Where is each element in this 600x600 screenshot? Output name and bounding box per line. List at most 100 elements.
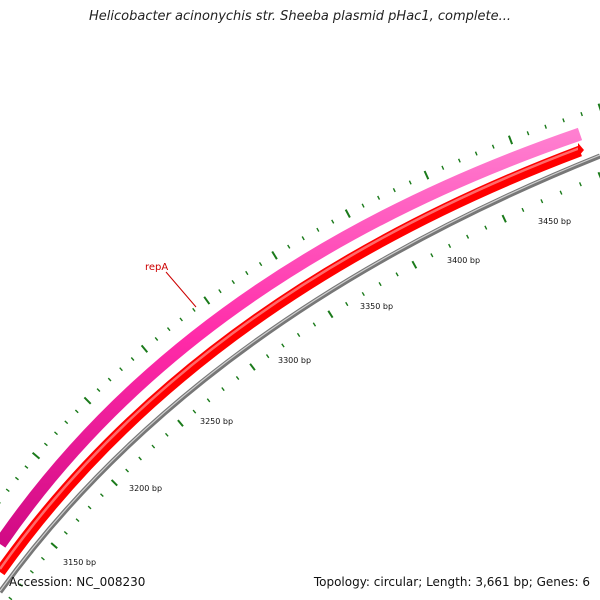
accession-label: Accession: NC_008230 — [9, 575, 146, 589]
major-tick — [327, 310, 334, 319]
minor-tick — [441, 165, 445, 170]
minor-tick — [287, 244, 291, 249]
minor-tick — [540, 199, 544, 204]
bp-label: 3200 bp — [129, 484, 162, 493]
major-tick — [249, 363, 256, 371]
minor-tick — [562, 118, 565, 123]
major-tick — [140, 344, 149, 353]
bp-label: 3250 bp — [200, 417, 233, 426]
minor-tick — [448, 243, 452, 249]
minor-tick — [578, 182, 582, 187]
minor-tick — [138, 456, 142, 461]
minor-tick — [154, 336, 159, 341]
bp-labels: 3150 bp 3200 bp 3250 bp 3300 bp 3350 bp … — [63, 217, 571, 567]
minor-tick — [8, 596, 13, 600]
minor-tick — [130, 357, 135, 361]
major-tick — [411, 260, 418, 269]
minor-tick — [361, 203, 365, 208]
outer-ticks — [0, 103, 600, 504]
minor-tick — [235, 375, 240, 381]
inner-ticks — [8, 171, 600, 600]
major-tick — [110, 479, 118, 487]
minor-tick — [43, 442, 48, 447]
minor-tick — [245, 270, 249, 276]
minor-tick — [258, 262, 263, 267]
gene-label-leader — [165, 271, 197, 308]
minor-tick — [206, 398, 211, 403]
minor-tick — [166, 327, 171, 332]
minor-tick — [231, 279, 235, 285]
minor-tick — [466, 234, 470, 239]
minor-tick — [526, 131, 530, 136]
minor-tick — [87, 505, 92, 510]
minor-tick — [408, 180, 412, 185]
page-title: Helicobacter acinonychis str. Sheeba pla… — [89, 9, 511, 24]
minor-tick — [377, 195, 381, 200]
outer-feature-band[interactable] — [0, 127, 583, 548]
gene-arrow-repA[interactable] — [0, 145, 582, 576]
minor-tick — [5, 488, 10, 493]
minor-tick — [125, 468, 130, 473]
minor-tick — [281, 343, 285, 348]
major-tick — [177, 419, 184, 427]
plasmid-backbone — [0, 153, 600, 594]
minor-tick — [580, 111, 583, 117]
major-tick — [597, 103, 600, 112]
minor-tick — [64, 420, 69, 425]
minor-tick — [164, 432, 169, 437]
bp-label: 3300 bp — [278, 356, 311, 365]
minor-tick — [312, 322, 317, 327]
minor-tick — [392, 187, 396, 193]
minor-tick — [151, 444, 156, 449]
minor-tick — [301, 236, 305, 241]
minor-tick — [221, 387, 225, 392]
minor-tick — [265, 354, 270, 359]
minor-tick — [559, 190, 563, 195]
major-tick — [31, 451, 41, 460]
minor-tick — [430, 253, 434, 258]
major-tick — [507, 135, 514, 145]
minor-tick — [218, 289, 222, 294]
minor-tick — [119, 367, 123, 372]
major-tick — [344, 209, 351, 218]
plasmid-backbone-highlight — [0, 154, 600, 592]
topology-summary: Topology: circular; Length: 3,661 bp; Ge… — [313, 575, 590, 589]
major-tick — [83, 396, 92, 405]
minor-tick — [316, 227, 320, 232]
major-tick — [597, 171, 600, 179]
minor-tick — [296, 332, 301, 337]
minor-tick — [361, 291, 365, 297]
minor-tick — [474, 151, 478, 156]
minor-tick — [457, 158, 461, 163]
bp-label: 3450 bp — [538, 217, 571, 226]
minor-tick — [192, 307, 196, 312]
major-tick — [423, 170, 430, 180]
minor-tick — [345, 301, 349, 307]
major-tick — [50, 542, 58, 550]
minor-tick — [40, 556, 45, 561]
minor-tick — [331, 219, 335, 224]
minor-tick — [179, 317, 183, 322]
minor-tick — [521, 207, 525, 212]
bp-label: 3350 bp — [360, 302, 393, 311]
minor-tick — [395, 272, 399, 277]
gene-label-repA[interactable]: repA — [145, 262, 168, 273]
minor-tick — [24, 465, 29, 469]
gene-arrow-head — [578, 143, 584, 157]
major-tick — [203, 296, 211, 305]
minor-tick — [54, 431, 58, 436]
major-tick — [501, 214, 507, 223]
minor-tick — [63, 530, 68, 535]
minor-tick — [75, 518, 80, 523]
gene-arrow-repA-highlight — [0, 146, 581, 570]
minor-tick — [484, 225, 488, 230]
bp-label: 3400 bp — [447, 256, 480, 265]
major-tick — [271, 250, 278, 260]
minor-tick — [96, 388, 101, 392]
minor-tick — [18, 583, 23, 587]
minor-tick — [14, 476, 19, 481]
bp-label: 3150 bp — [63, 558, 96, 567]
minor-tick — [100, 493, 104, 497]
